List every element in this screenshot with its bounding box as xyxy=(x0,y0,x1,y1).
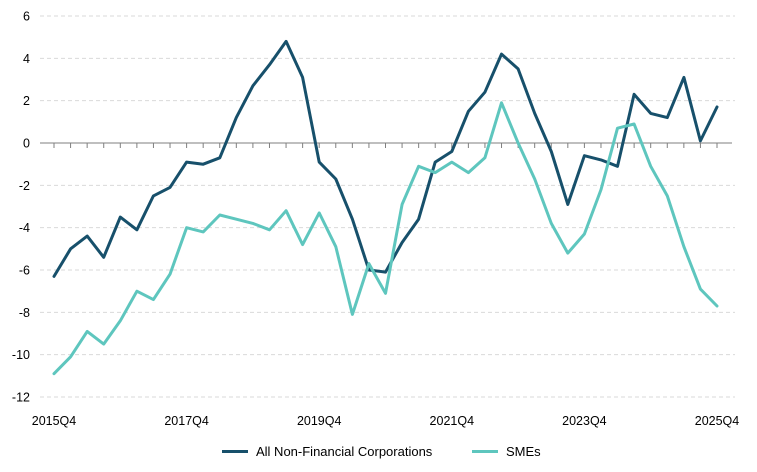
series-line-smes xyxy=(52,101,719,376)
x-tick-label: 2025Q4 xyxy=(695,414,740,428)
series-line-all-nfc xyxy=(52,39,719,278)
y-tick-label: 2 xyxy=(23,94,30,108)
y-tick-label: -4 xyxy=(19,221,30,235)
y-tick-label: -10 xyxy=(12,348,30,362)
y-tick-label: -8 xyxy=(19,306,30,320)
y-tick-label: 0 xyxy=(23,137,30,151)
gridlines xyxy=(40,15,735,398)
x-tick-label: 2019Q4 xyxy=(297,414,342,428)
y-tick-label: 6 xyxy=(23,10,30,24)
y-tick-label: -2 xyxy=(19,179,30,193)
y-axis: 6 4 2 0 -2 -4 -6 -8 -10 -12 xyxy=(12,10,30,405)
x-tick-label: 2017Q4 xyxy=(164,414,209,428)
x-axis: 2015Q4 2017Q4 2019Q4 2021Q4 2023Q4 2025Q4 xyxy=(32,142,740,428)
x-tick-label: 2023Q4 xyxy=(562,414,607,428)
legend: All Non-Financial Corporations SMEs xyxy=(0,440,757,462)
y-tick-label: 4 xyxy=(23,52,30,66)
legend-label-all-nfc: All Non-Financial Corporations xyxy=(256,443,433,459)
legend-item-smes: SMEs xyxy=(472,440,541,462)
legend-swatch-smes xyxy=(472,449,498,453)
y-tick-label: -6 xyxy=(19,264,30,278)
legend-item-all-nfc: All Non-Financial Corporations xyxy=(222,440,432,462)
x-tick-label: 2015Q4 xyxy=(32,414,77,428)
y-tick-label: -12 xyxy=(12,391,30,405)
legend-swatch-all-nfc xyxy=(222,449,248,453)
x-tick-label: 2021Q4 xyxy=(430,414,475,428)
legend-label-smes: SMEs xyxy=(506,443,541,459)
line-chart: 6 4 2 0 -2 -4 -6 -8 -10 -12 2015Q4 2017Q4 2019Q4 202… xyxy=(12,10,740,429)
series-lines xyxy=(52,39,719,376)
